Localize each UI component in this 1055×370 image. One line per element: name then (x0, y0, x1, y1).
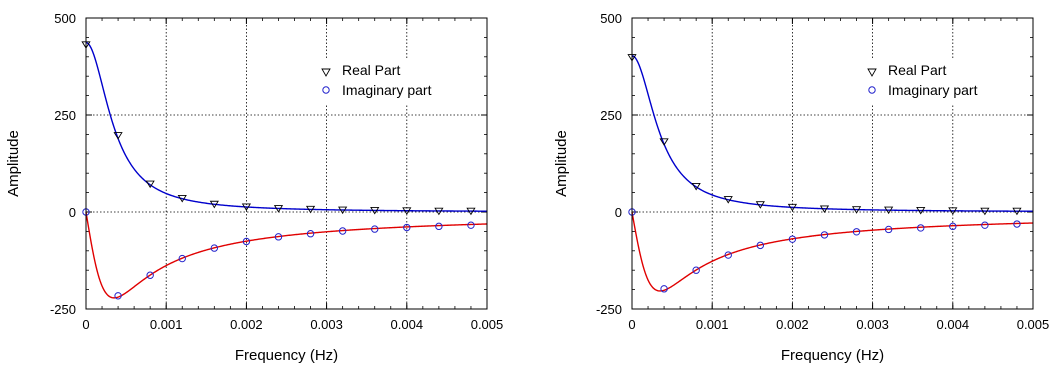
real-part-marker (723, 196, 733, 204)
real-part-marker (819, 205, 830, 213)
imaginary-part-marker (338, 227, 347, 235)
imaginary-part-marker (820, 231, 829, 239)
real-part-marker (241, 203, 252, 212)
y-tick-label: 0 (615, 205, 622, 220)
real-part-marker (466, 207, 476, 216)
y-tick-label: -250 (50, 302, 76, 317)
legend-background (288, 58, 448, 104)
y-tick-label: -250 (596, 302, 622, 317)
imaginary-part-marker (210, 244, 219, 252)
real-part-marker (402, 207, 412, 215)
real-part-marker (434, 207, 444, 216)
x-axis-title: Frequency (Hz) (235, 347, 338, 364)
imaginary-part-marker (435, 222, 443, 231)
x-tick-label: 0.003 (310, 317, 343, 332)
imaginary-part-marker (467, 221, 475, 229)
x-axis-title: Frequency (Hz) (781, 347, 884, 364)
imaginary-part-marker (852, 228, 861, 236)
imaginary-part-marker (724, 251, 732, 259)
legend-real-marker (321, 68, 331, 77)
legend-imaginary-label: Imaginary part (342, 82, 432, 98)
real-part-marker (370, 207, 380, 215)
real-part-curve (85, 41, 487, 212)
imaginary-part-marker (788, 235, 797, 243)
legend-real-label: Real Part (888, 62, 946, 78)
y-axis-title: Amplitude (553, 130, 570, 197)
real-part-marker (145, 180, 155, 189)
x-tick-label: 0.003 (856, 317, 889, 332)
imaginary-part-marker (949, 222, 957, 231)
x-tick-label: 0.001 (150, 317, 183, 332)
legend: Real Part Imaginary part (867, 62, 978, 98)
real-part-marker (209, 200, 219, 209)
x-tick-label: 0.002 (776, 317, 809, 332)
imaginary-part-marker (884, 225, 893, 234)
y-axis-title: Amplitude (5, 130, 22, 197)
real-part-marker (691, 182, 701, 191)
y-tick-label: 500 (54, 11, 76, 26)
real-part-curve (631, 55, 1034, 212)
y-tick-label: 500 (600, 11, 622, 26)
plot-frame (631, 17, 1034, 310)
imaginary-part-marker (146, 271, 154, 279)
legend-imaginary-marker (322, 86, 330, 94)
real-part-marker (273, 205, 284, 213)
chart-panel-1: 0 0.001 0.002 0.003 0.004 0.005 -250 0 250 500 Fre… (5, 11, 503, 364)
real-part-marker (948, 207, 958, 215)
real-part-marker (305, 205, 316, 214)
x-tick-label: 0.004 (937, 317, 970, 332)
real-part-marker (755, 201, 765, 209)
imaginary-part-marker (981, 221, 989, 229)
imaginary-part-marker (660, 285, 668, 293)
imaginary-part-curve (631, 211, 1034, 292)
real-part-marker (1012, 207, 1022, 216)
real-part-marker (884, 206, 894, 215)
imaginary-part-marker (178, 254, 186, 263)
real-part-marker (851, 206, 862, 214)
imaginary-part-marker (371, 225, 379, 233)
legend-imaginary-marker (868, 86, 876, 94)
imaginary-part-marker (306, 230, 315, 238)
imaginary-part-marker (114, 292, 122, 300)
imaginary-part-marker (274, 233, 283, 241)
real-part-marker (113, 132, 123, 140)
x-tick-label: 0.002 (230, 317, 263, 332)
real-part-marker (177, 194, 187, 203)
imaginary-part-marker (756, 241, 765, 250)
real-part-marker (338, 206, 348, 215)
legend-imaginary-label: Imaginary part (888, 82, 978, 98)
real-part-marker (980, 207, 990, 216)
legend-real-label: Real Part (342, 62, 400, 78)
imaginary-part-curve (85, 211, 488, 299)
legend-real-marker (867, 68, 877, 77)
chart-panel-2: 0 0.001 0.002 0.003 0.004 0.005 -250 0 250 500 Fre… (553, 11, 1049, 364)
real-part-marker (916, 207, 926, 215)
imaginary-part-marker (1013, 220, 1021, 228)
imaginary-part-marker (242, 237, 251, 246)
x-tick-label: 0 (82, 317, 89, 332)
plot-frame (85, 17, 488, 310)
legend-background (834, 58, 994, 104)
x-tick-label: 0.001 (696, 317, 729, 332)
y-tick-label: 250 (54, 108, 76, 123)
legend: Real Part Imaginary part (321, 62, 432, 98)
x-tick-label: 0.005 (1017, 317, 1050, 332)
real-part-marker (787, 203, 798, 212)
y-tick-label: 250 (600, 108, 622, 123)
x-tick-label: 0 (628, 317, 635, 332)
imaginary-part-marker (403, 223, 411, 232)
imaginary-part-marker (692, 266, 700, 274)
real-part-marker (659, 138, 669, 146)
y-tick-label: 0 (69, 205, 76, 220)
x-tick-label: 0.004 (391, 317, 424, 332)
imaginary-part-marker (917, 224, 925, 232)
x-tick-label: 0.005 (471, 317, 504, 332)
